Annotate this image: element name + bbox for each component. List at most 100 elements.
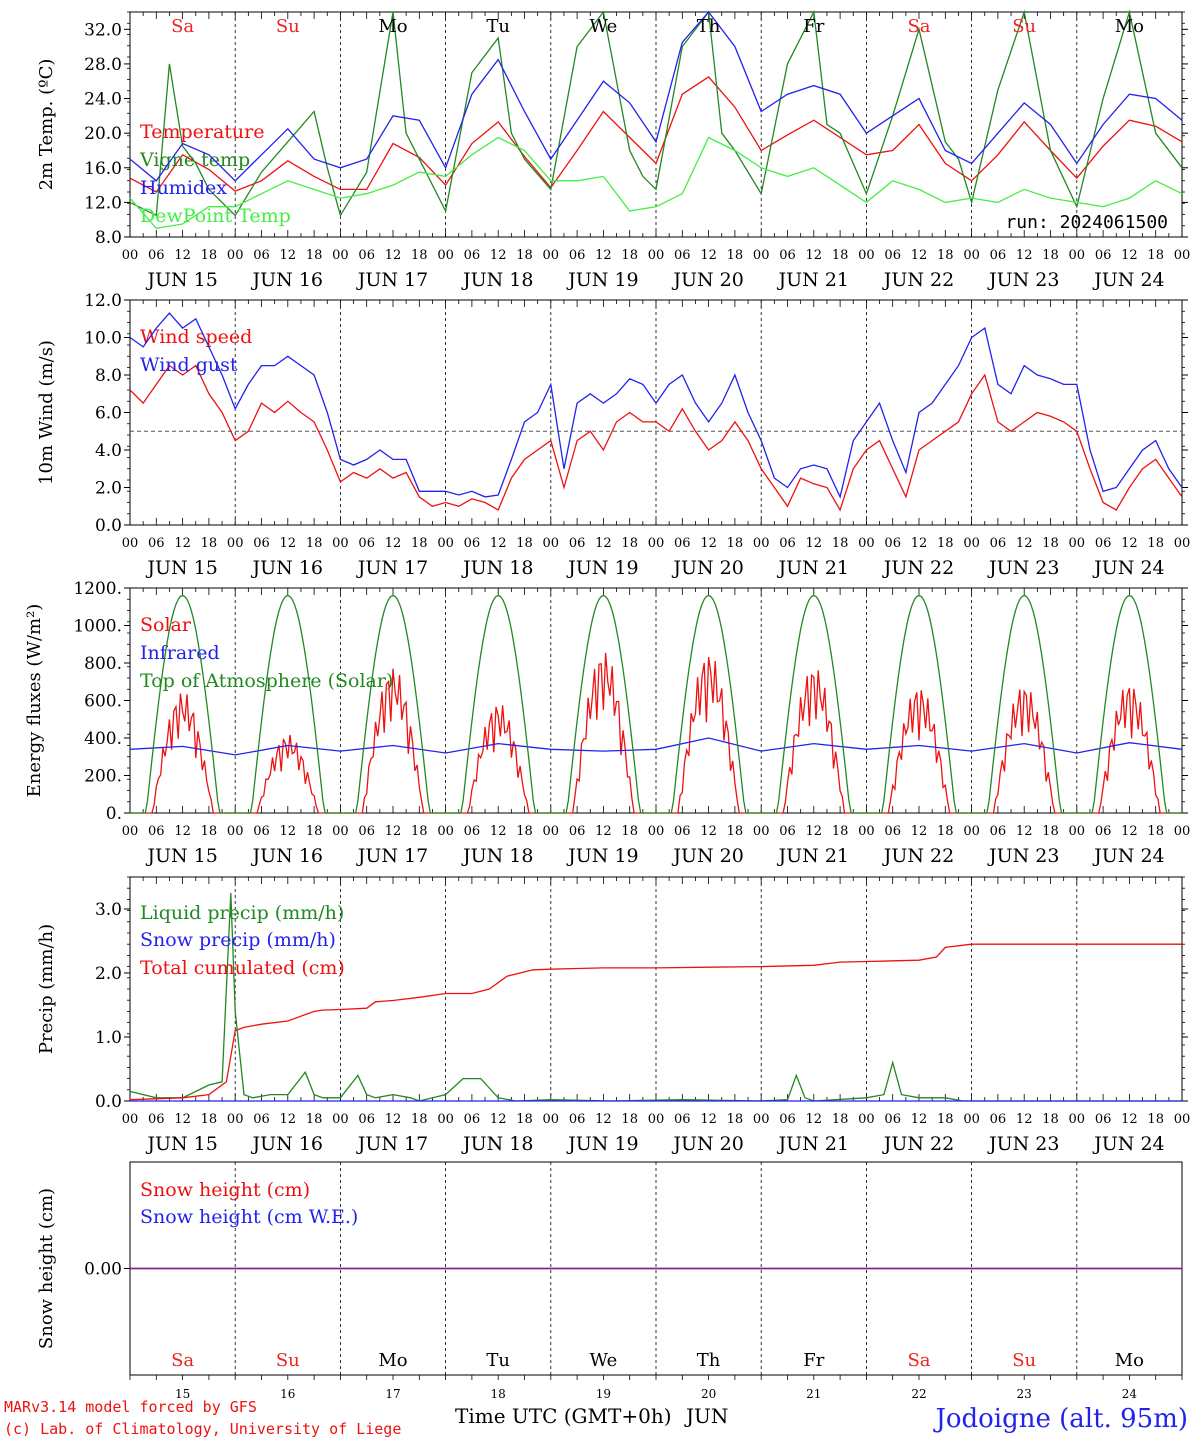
hour-tick-label: 18 <box>411 1112 428 1127</box>
hour-tick-label: 06 <box>990 536 1007 551</box>
hour-tick-label: 18 <box>727 1112 744 1127</box>
hour-tick-label: 12 <box>595 1112 612 1127</box>
day-number-label: 22 <box>911 1387 926 1401</box>
hour-tick-label: 00 <box>963 824 980 839</box>
y-axis-label: 10m Wind (m/s) <box>36 340 57 485</box>
y-tick-label: 12.0 <box>84 291 122 311</box>
day-tick-label: JUN 18 <box>461 845 533 867</box>
hour-tick-label: 06 <box>1095 248 1112 263</box>
hour-tick-label: 00 <box>753 1112 770 1127</box>
hour-tick-label: 00 <box>1069 1112 1086 1127</box>
hour-tick-label: 06 <box>148 536 165 551</box>
day-tick-label: JUN 15 <box>145 557 217 579</box>
hour-tick-label: 12 <box>1121 536 1138 551</box>
hour-tick-label: 06 <box>884 536 901 551</box>
day-tick-label: JUN 24 <box>1092 557 1164 579</box>
hour-tick-label: 06 <box>569 824 586 839</box>
weekday-label-bottom: Sa <box>907 1350 930 1371</box>
day-tick-label: JUN 16 <box>251 845 323 867</box>
day-number-label: 16 <box>280 1387 295 1401</box>
hour-tick-label: 18 <box>727 536 744 551</box>
hour-tick-label: 06 <box>148 824 165 839</box>
hour-tick-label: 12 <box>174 824 191 839</box>
day-tick-label: JUN 18 <box>461 1133 533 1155</box>
y-tick-label: 8.0 <box>95 366 122 386</box>
hour-tick-label: 06 <box>148 248 165 263</box>
run-label: run: 2024061500 <box>1005 212 1168 233</box>
hour-tick-label: 18 <box>516 824 533 839</box>
hour-tick-label: 18 <box>832 1112 849 1127</box>
hour-tick-label: 00 <box>227 824 244 839</box>
series-line-total-cumulated-cm- <box>129 943 1182 1101</box>
hour-tick-label: 12 <box>490 536 507 551</box>
day-tick-label: JUN 19 <box>566 1133 638 1155</box>
hour-tick-label: 00 <box>543 248 560 263</box>
y-tick-label: 12.0 <box>84 193 122 213</box>
day-tick-label: JUN 16 <box>251 557 323 579</box>
hour-tick-label: 18 <box>1042 824 1059 839</box>
hour-tick-label: 18 <box>621 536 638 551</box>
legend-wind-gust: Wind gust <box>140 354 238 376</box>
day-number-label: 20 <box>701 1387 716 1401</box>
y-tick-label: 32.0 <box>84 20 122 40</box>
hour-tick-label: 06 <box>779 1112 796 1127</box>
panel-2: 00 06 12 18 00 06 12 18 00 06 12 18 00 06 12 18 00 06 12 18… <box>36 291 1190 579</box>
legend-humidex: Humidex <box>140 177 227 199</box>
hour-tick-label: 18 <box>201 824 218 839</box>
day-tick-label: JUN 23 <box>987 845 1059 867</box>
hour-tick-label: 06 <box>358 248 375 263</box>
hour-tick-label: 06 <box>1095 1112 1112 1127</box>
hour-tick-label: 00 <box>332 248 349 263</box>
legend-snow-height-cm-: Snow height (cm) <box>140 1179 310 1201</box>
hour-tick-label: 00 <box>437 536 454 551</box>
hour-tick-label: 18 <box>937 536 954 551</box>
weekday-label-bottom: Fr <box>803 1350 824 1371</box>
hour-tick-label: 06 <box>779 824 796 839</box>
hour-tick-label: 06 <box>358 824 375 839</box>
hour-tick-label: 00 <box>122 248 139 263</box>
y-axis-label: 2m Temp. (ºC) <box>36 59 57 191</box>
legend-liquid-precip-mm-h-: Liquid precip (mm/h) <box>140 902 344 924</box>
hour-tick-label: 00 <box>332 824 349 839</box>
hour-tick-label: 00 <box>963 1112 980 1127</box>
hour-tick-label: 12 <box>595 824 612 839</box>
hour-tick-label: 00 <box>437 1112 454 1127</box>
hour-tick-label: 00 <box>1069 824 1086 839</box>
hour-tick-label: 12 <box>1121 1112 1138 1127</box>
weekday-label-top: Mo <box>1115 16 1144 37</box>
station-name: Jodoigne (alt. 95m) <box>932 1404 1188 1434</box>
weekday-label-bottom: Sa <box>171 1350 194 1371</box>
weekday-label-top: Mo <box>378 16 407 37</box>
hour-tick-label: 12 <box>1121 248 1138 263</box>
legend-vigne-temp: Vigne temp <box>139 149 250 171</box>
day-tick-label: JUN 15 <box>145 269 217 291</box>
hour-tick-label: 00 <box>648 1112 665 1127</box>
day-tick-label: JUN 19 <box>566 845 638 867</box>
hour-tick-label: 06 <box>253 1112 270 1127</box>
hour-tick-label: 18 <box>306 248 323 263</box>
weekday-label-top: Su <box>276 16 300 37</box>
hour-tick-label: 00 <box>753 536 770 551</box>
series-line-vigne-temp <box>129 9 1183 218</box>
hour-tick-label: 06 <box>779 248 796 263</box>
hour-tick-label: 12 <box>280 536 297 551</box>
y-tick-label: 0. <box>106 804 122 824</box>
hour-tick-label: 12 <box>700 1112 717 1127</box>
day-tick-label: JUN 17 <box>356 1133 428 1155</box>
y-axis-label: Precip (mm/h) <box>36 924 57 1054</box>
day-number-label: 17 <box>385 1387 400 1401</box>
hour-tick-label: 06 <box>990 1112 1007 1127</box>
hour-tick-label: 06 <box>569 536 586 551</box>
y-tick-label: 24.0 <box>84 90 122 110</box>
hour-tick-label: 12 <box>700 824 717 839</box>
legend-snow-height-cm-w-e-: Snow height (cm W.E.) <box>140 1206 358 1228</box>
hour-tick-label: 18 <box>306 1112 323 1127</box>
hour-tick-label: 06 <box>674 536 691 551</box>
hour-tick-label: 06 <box>1095 824 1112 839</box>
day-number-label: 19 <box>596 1387 611 1401</box>
y-axis-label: Snow height (cm) <box>36 1188 57 1349</box>
hour-tick-label: 18 <box>1147 536 1164 551</box>
month-label: JUN <box>684 1404 728 1428</box>
y-tick-label: 2.0 <box>95 964 122 984</box>
hour-tick-label: 12 <box>595 248 612 263</box>
